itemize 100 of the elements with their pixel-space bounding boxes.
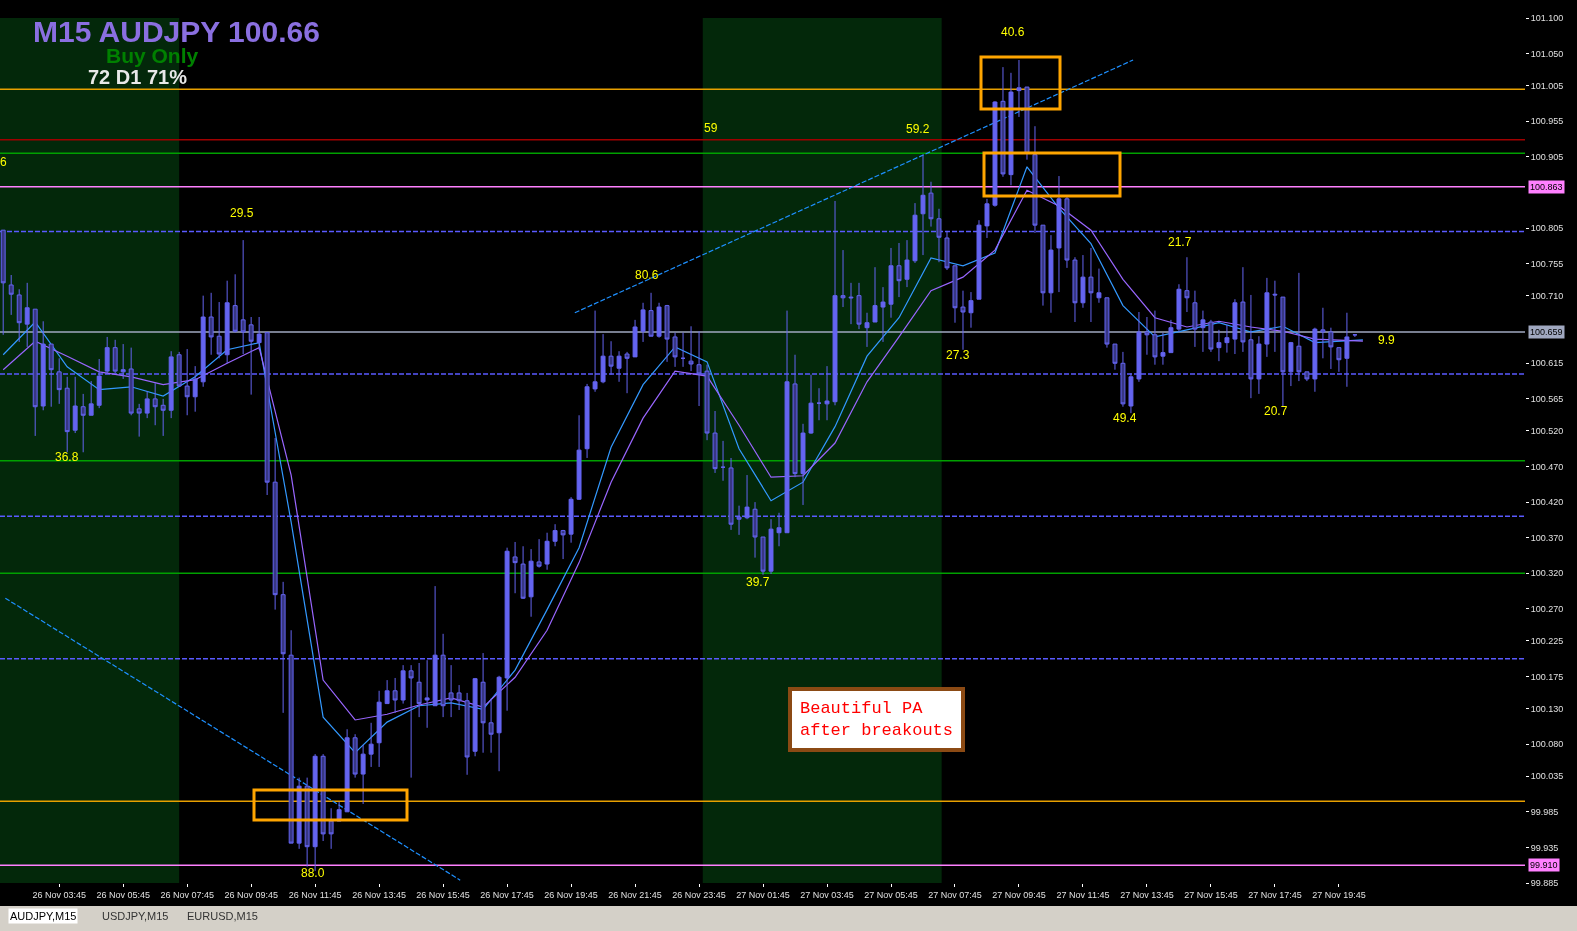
candlestick	[760, 536, 766, 576]
candlestick	[592, 310, 598, 393]
y-tick-label: 100.955	[1530, 116, 1564, 127]
candlestick	[872, 266, 878, 323]
candlestick	[992, 100, 998, 208]
candlestick	[64, 376, 70, 453]
candlestick	[256, 316, 262, 351]
candlestick	[152, 382, 158, 426]
x-tick-label: 27 Nov 05:45	[864, 889, 918, 900]
candlestick	[584, 383, 590, 459]
candlestick	[744, 474, 750, 520]
candlestick	[376, 690, 382, 768]
candlestick	[1248, 294, 1254, 399]
candlestick	[280, 581, 286, 714]
candlestick	[248, 316, 254, 396]
candlestick	[1056, 175, 1062, 293]
candlestick	[448, 664, 454, 718]
candlestick	[1320, 307, 1326, 359]
candlestick	[56, 357, 62, 405]
candlestick	[320, 753, 326, 842]
y-tick-label: 101.100	[1530, 13, 1564, 24]
y-tick-label: 100.565	[1530, 394, 1564, 405]
y-tick-label: 99.885	[1530, 878, 1559, 889]
candlestick	[1256, 335, 1262, 395]
y-tick-label: 100.035	[1530, 771, 1564, 782]
x-tick-label: 27 Nov 03:45	[800, 889, 854, 900]
candlestick	[136, 403, 142, 438]
y-tick-label: 100.320	[1530, 568, 1564, 579]
annotation: 9.9	[1378, 333, 1396, 347]
x-tick-label: 27 Nov 01:45	[736, 889, 790, 900]
ref-line-label: 99.910	[1530, 860, 1558, 870]
candlestick	[408, 664, 414, 779]
candlestick	[120, 343, 126, 380]
candlestick	[480, 652, 486, 754]
y-tick-label: 100.805	[1530, 223, 1564, 234]
annotation: 59	[704, 121, 718, 135]
candlestick	[192, 365, 198, 413]
text: USDJPY,M15	[102, 910, 169, 922]
y-tick-label: 100.080	[1530, 739, 1564, 750]
y-tick-label: 100.370	[1530, 532, 1564, 543]
ref-line-label: 100.659	[1530, 327, 1563, 337]
candlestick	[856, 282, 862, 330]
candlestick	[1168, 319, 1174, 354]
candlestick	[1160, 332, 1166, 366]
y-tick-label: 100.175	[1530, 671, 1564, 682]
candlestick	[984, 198, 990, 239]
candlestick	[416, 662, 422, 718]
candlestick	[728, 457, 734, 531]
candlestick	[768, 518, 774, 575]
candlestick	[968, 291, 974, 329]
candlestick	[688, 325, 694, 372]
candlestick	[800, 423, 806, 506]
candlestick	[616, 350, 622, 383]
x-tick-label: 26 Nov 23:45	[672, 889, 726, 900]
candlestick	[496, 675, 502, 772]
y-tick-label: 100.130	[1530, 703, 1564, 714]
candlestick	[944, 230, 950, 271]
x-tick-label: 26 Nov 09:45	[224, 889, 278, 900]
x-tick-label: 26 Nov 11:45	[288, 889, 342, 900]
candlestick	[240, 239, 246, 355]
annotation: 21.7	[1168, 235, 1192, 249]
candlestick	[648, 292, 654, 337]
candlestick	[528, 548, 534, 618]
x-tick-label: 26 Nov 21:45	[608, 889, 662, 900]
candlestick	[432, 585, 438, 707]
candlestick	[32, 308, 38, 437]
candlestick	[952, 265, 958, 324]
candlestick	[1152, 310, 1158, 366]
candlestick	[576, 414, 582, 501]
candlestick	[512, 541, 518, 594]
candlestick	[1224, 324, 1230, 354]
candlestick	[1176, 283, 1182, 333]
candlestick	[1080, 254, 1086, 309]
candlestick	[24, 282, 30, 348]
candlestick	[840, 249, 846, 308]
candlestick	[896, 242, 902, 298]
annotation: 49.4	[1113, 411, 1137, 425]
annotation: 39.7	[746, 575, 770, 589]
candlestick	[696, 330, 702, 407]
x-tick-label: 27 Nov 19:45	[1312, 889, 1366, 900]
candlestick	[88, 380, 94, 416]
candlestick	[1288, 341, 1294, 387]
x-tick-label: 27 Nov 09:45	[992, 889, 1046, 900]
annotation: 27.3	[946, 348, 970, 362]
y-tick-label: 100.470	[1530, 461, 1564, 472]
candlestick	[112, 339, 118, 374]
candlestick	[16, 288, 22, 343]
y-tick-label: 100.225	[1530, 636, 1564, 647]
candlestick	[1240, 266, 1246, 353]
candlestick	[48, 343, 54, 408]
candlestick	[1104, 297, 1110, 349]
candlestick	[1328, 327, 1334, 370]
candlestick	[128, 347, 134, 416]
candlestick	[1344, 312, 1350, 388]
candlestick	[704, 364, 710, 441]
x-tick-label: 26 Nov 07:45	[160, 889, 214, 900]
annotation: 20.7	[1264, 404, 1288, 418]
candlestick	[304, 777, 310, 868]
candlestick	[936, 208, 942, 263]
text: AUDJPY,M15	[10, 910, 77, 922]
